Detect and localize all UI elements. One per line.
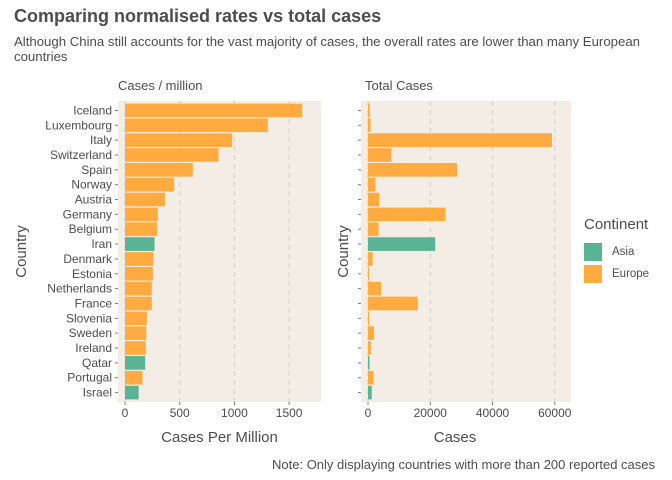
bar-austria xyxy=(368,192,380,207)
bar-iceland xyxy=(125,103,303,118)
y-tick-label: Norway xyxy=(71,178,112,192)
bar-italy xyxy=(125,133,233,147)
y-tick-label: Estonia xyxy=(72,267,112,281)
bar-switzerland xyxy=(368,148,392,162)
y-tick-label: Netherlands xyxy=(47,282,112,296)
y-tick-label: France xyxy=(75,296,113,310)
bar-israel xyxy=(368,385,372,400)
y-tick-label: Austria xyxy=(75,193,113,207)
y-tick-label: Qatar xyxy=(82,356,112,370)
chart-title: Comparing normalised rates vs total case… xyxy=(14,6,382,26)
panel-title: Total Cases xyxy=(365,78,433,93)
x-tick-label: 500 xyxy=(170,406,190,420)
bar-austria xyxy=(125,192,165,207)
y-tick-label: Sweden xyxy=(69,326,112,340)
x-tick-label: 0 xyxy=(365,406,372,420)
legend-item-asia: Asia xyxy=(584,241,649,263)
bar-slovenia xyxy=(125,311,147,326)
y-tick-label: Slovenia xyxy=(66,311,112,325)
y-tick-label: Italy xyxy=(90,133,112,147)
y-tick-label: Denmark xyxy=(63,252,113,266)
y-tick-label: Luxembourg xyxy=(45,118,112,132)
bar-germany xyxy=(368,207,446,222)
bar-spain xyxy=(125,162,193,177)
bar-spain xyxy=(368,162,458,177)
bar-iran xyxy=(125,237,155,251)
bar-estonia xyxy=(125,266,153,281)
bar-norway xyxy=(368,177,376,192)
x-tick-label: 60000 xyxy=(538,406,572,420)
legend-label-europe: Europe xyxy=(612,268,650,280)
bar-qatar xyxy=(368,356,370,370)
legend-item-europe: Europe xyxy=(584,263,649,285)
bar-estonia xyxy=(368,266,370,281)
bar-sweden xyxy=(125,326,147,341)
panel-2: 0 20000 40000 60000 Total Cases Cases Country xyxy=(335,78,572,446)
y-axis-label: Country xyxy=(335,225,352,278)
bar-switzerland xyxy=(125,148,219,162)
bar-qatar xyxy=(125,356,146,370)
bar-iceland xyxy=(368,103,370,118)
bar-israel xyxy=(125,385,139,400)
legend-title: Continent xyxy=(584,216,649,233)
legend: Continent Asia Europe xyxy=(584,216,649,285)
y-tick-label: Israel xyxy=(83,386,112,400)
y-tick-label: Iceland xyxy=(73,103,112,117)
bar-sweden xyxy=(368,326,374,341)
chart-caption: Note: Only displaying countries with mor… xyxy=(272,457,655,472)
bar-iran xyxy=(368,237,436,251)
bar-slovenia xyxy=(368,311,370,326)
x-axis-label: Cases Per Million xyxy=(161,429,278,446)
y-tick-label: Germany xyxy=(63,207,112,221)
bar-ireland xyxy=(125,341,146,355)
bar-italy xyxy=(368,133,552,147)
y-axis-label: Country xyxy=(13,225,30,278)
y-tick-label: Ireland xyxy=(75,341,112,355)
x-axis-label: Cases xyxy=(434,429,477,446)
legend-key-europe xyxy=(584,265,602,283)
bar-portugal xyxy=(368,370,374,385)
bar-denmark xyxy=(125,252,154,266)
bar-luxembourg xyxy=(368,118,371,133)
bar-luxembourg xyxy=(125,118,268,133)
bar-belgium xyxy=(125,222,158,237)
x-tick-label: 1500 xyxy=(276,406,303,420)
bar-portugal xyxy=(125,370,143,385)
panel-background xyxy=(361,101,571,402)
panel-1: 0 500 1000 1500 IcelandLuxembourgItalySwitze… xyxy=(13,78,321,446)
bar-france xyxy=(368,296,418,311)
bar-denmark xyxy=(368,252,373,266)
bar-netherlands xyxy=(125,281,152,296)
panel-title: Cases / million xyxy=(118,78,203,93)
bar-ireland xyxy=(368,341,371,355)
bar-norway xyxy=(125,177,175,192)
y-tick-label: Switzerland xyxy=(50,148,112,162)
bar-netherlands xyxy=(368,281,382,296)
x-tick-label: 0 xyxy=(122,406,129,420)
bar-germany xyxy=(125,207,158,222)
bar-france xyxy=(125,296,152,311)
bar-belgium xyxy=(368,222,379,237)
x-tick-label: 20000 xyxy=(414,406,448,420)
legend-key-asia xyxy=(584,243,602,261)
x-tick-label: 1000 xyxy=(221,406,248,420)
x-tick-label: 40000 xyxy=(476,406,510,420)
y-tick-label: Iran xyxy=(91,237,112,251)
y-tick-label: Portugal xyxy=(67,371,112,385)
chart-subtitle: Although China still accounts for the va… xyxy=(14,34,640,64)
y-tick-label: Spain xyxy=(81,163,112,177)
legend-label-asia: Asia xyxy=(612,246,635,258)
y-tick-label: Belgium xyxy=(69,222,112,236)
